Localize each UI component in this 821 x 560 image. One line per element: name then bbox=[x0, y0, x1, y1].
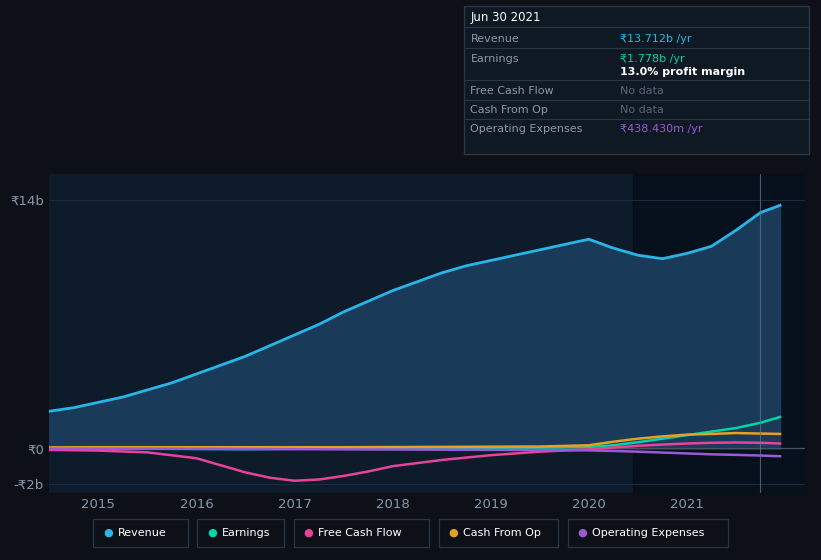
Text: ₹1.778b /yr: ₹1.778b /yr bbox=[620, 54, 685, 64]
Text: Cash From Op: Cash From Op bbox=[470, 105, 548, 115]
Text: Free Cash Flow: Free Cash Flow bbox=[318, 528, 401, 538]
Text: ●: ● bbox=[304, 528, 313, 538]
Text: Operating Expenses: Operating Expenses bbox=[470, 124, 583, 134]
Text: Operating Expenses: Operating Expenses bbox=[593, 528, 704, 538]
Text: ●: ● bbox=[449, 528, 458, 538]
Text: Earnings: Earnings bbox=[222, 528, 271, 538]
Text: No data: No data bbox=[620, 86, 663, 96]
Text: Earnings: Earnings bbox=[470, 54, 519, 64]
Text: 13.0% profit margin: 13.0% profit margin bbox=[620, 67, 745, 77]
Text: ₹438.430m /yr: ₹438.430m /yr bbox=[620, 124, 702, 134]
Text: Cash From Op: Cash From Op bbox=[463, 528, 541, 538]
Text: No data: No data bbox=[620, 105, 663, 115]
Text: Jun 30 2021: Jun 30 2021 bbox=[470, 11, 541, 25]
Text: ●: ● bbox=[578, 528, 587, 538]
Text: Revenue: Revenue bbox=[470, 34, 519, 44]
Text: ●: ● bbox=[208, 528, 217, 538]
Text: Revenue: Revenue bbox=[118, 528, 167, 538]
Bar bbox=[633, 174, 805, 493]
Text: ●: ● bbox=[103, 528, 112, 538]
Text: Free Cash Flow: Free Cash Flow bbox=[470, 86, 554, 96]
Text: ₹13.712b /yr: ₹13.712b /yr bbox=[620, 34, 691, 44]
